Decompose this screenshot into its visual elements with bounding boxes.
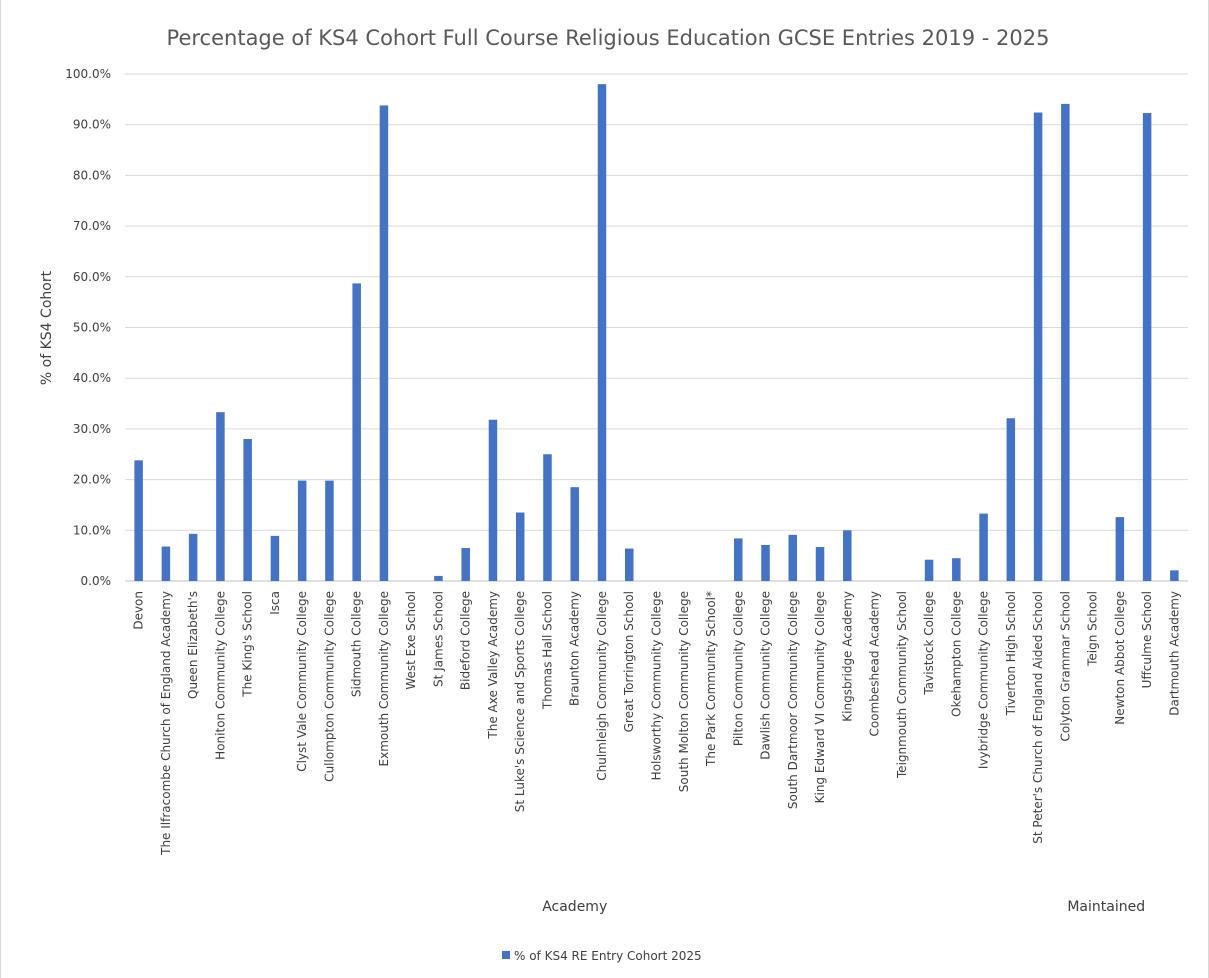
legend-label: % of KS4 RE Entry Cohort 2025 [514,949,702,963]
x-category-label: Ivybridge Community College [977,591,991,769]
x-category-label: The Axe Valley Academy [486,591,500,740]
bar [1061,103,1070,581]
bar [734,538,743,581]
x-category-label: Isca [268,591,282,615]
x-category-label: Coombeshead Academy [868,591,882,737]
bar [379,105,389,582]
bar [570,487,579,581]
x-category-label: Thomas Hall School [540,591,554,710]
bar [597,84,607,581]
bar [325,480,334,581]
bar [188,533,198,581]
bar [461,548,470,581]
y-tick-label: 60.0% [73,270,111,284]
x-category-label: Devon [132,591,146,630]
x-category-label: The Ilfracombe Church of England Academy [159,591,173,856]
x-category-label: Teignmouth Community School [895,591,909,779]
y-tick-label: 90.0% [73,118,111,132]
bar [488,419,498,581]
x-category-label: Uffculme School [1140,591,1154,688]
chart-title: Percentage of KS4 Cohort Full Course Rel… [167,26,1050,50]
bar [297,480,307,581]
x-category-label: Queen Elizabeth's [186,591,200,699]
bar [924,559,934,581]
bars [134,84,1179,582]
x-category-label: South Molton Community College [677,591,691,792]
x-category-label: Colyton Grammar School [1058,591,1072,742]
x-category-label: Tavistock College [922,591,936,696]
group-labels: Academy Maintained [542,899,1145,915]
y-tick-label: 50.0% [73,321,111,335]
x-category-label: St Luke's Science and Sports College [513,591,527,812]
bar [952,558,961,581]
y-tick-label: 30.0% [73,422,111,436]
x-category-label: The King's School [241,591,255,698]
y-tick-label: 20.0% [73,473,111,487]
x-category-label: Dawlish Community College [759,591,773,760]
x-category-label: Tiverton High School [1004,591,1018,716]
x-category-label: Holsworthy Community College [650,591,664,780]
bar [243,439,252,581]
bar [624,548,634,581]
group-label: Academy [542,899,607,915]
bar [515,512,525,581]
bar [843,530,852,581]
x-category-label: Dartmouth Academy [1167,591,1181,716]
x-category-label: Kingsbridge Academy [840,591,854,722]
legend-swatch [502,951,510,959]
y-axis-title: % of KS4 Cohort [39,270,55,385]
x-category-label: South Dartmoor Community College [786,591,800,809]
bar [761,545,770,581]
x-category-label: Braunton Academy [568,591,582,706]
gridlines [125,73,1188,582]
legend: % of KS4 RE Entry Cohort 2025 [502,949,702,963]
x-category-label: Pilton Community College [731,591,745,746]
bar [1170,570,1179,581]
bar [216,412,225,581]
y-tick-labels: 0.0% 10.0% 20.0% 30.0% 40.0% 50.0% 60.0% 70.0% 8… [65,67,111,588]
x-category-label: Bideford College [459,591,473,690]
bar [979,513,988,581]
y-tick-label: 70.0% [73,219,111,233]
y-tick-label: 80.0% [73,168,111,182]
x-category-label: Chulmleigh Community College [595,591,609,781]
y-tick-label: 0.0% [81,574,112,588]
x-category-label: Cullompton Community College [322,591,336,782]
x-category-label: The Park Community School* [704,591,718,767]
bar [1115,517,1125,581]
x-category-label: St Peter's Church of England Aided Schoo… [1031,591,1045,844]
x-category-label: Great Torrington School [622,591,636,732]
bar [543,454,552,581]
y-tick-label: 40.0% [73,371,111,385]
x-category-label: St James School [431,591,445,687]
bar [788,534,798,581]
x-category-label: Honiton Community College [213,591,227,760]
bar [1033,112,1043,581]
x-category-label: Exmouth Community College [377,591,391,766]
bar [352,283,361,581]
bar [815,547,825,581]
bar [270,535,280,581]
y-tick-label: 10.0% [73,523,111,537]
x-category-label: Sidmouth College [350,591,364,697]
bar [434,575,443,581]
x-category-label: Okehampton College [949,591,963,717]
x-category-label: Teign School [1086,591,1100,667]
x-category-label: West Exe School [404,591,418,690]
bar [1006,418,1016,581]
bar [1142,113,1152,581]
bar [161,546,171,581]
y-tick-label: 100.0% [65,67,111,81]
x-category-label: King Edward VI Community College [813,591,827,803]
x-category-label: Newton Abbot College [1113,591,1127,725]
bar [134,460,143,581]
group-label: Maintained [1067,899,1145,915]
x-category-label: Clyst Vale Community College [295,591,309,772]
x-category-labels: Devon The Ilfracombe Church of England Ac… [132,591,1182,856]
